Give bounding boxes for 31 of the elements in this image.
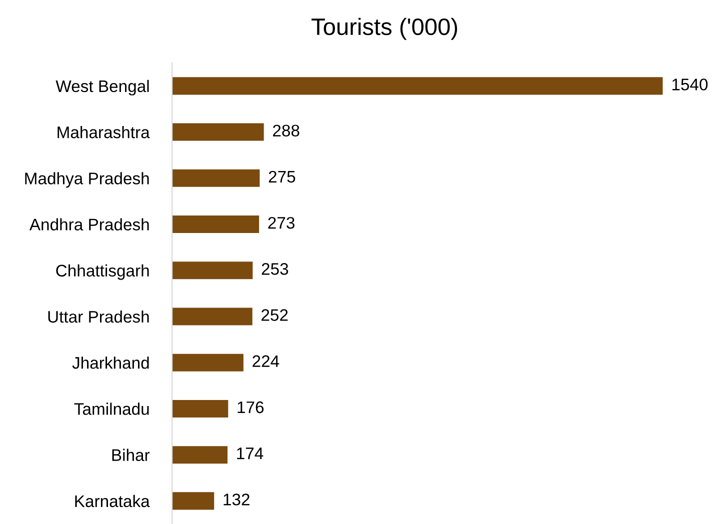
chart-title: Tourists ('000): [312, 18, 458, 40]
bar: [172, 262, 253, 280]
bar: [172, 216, 260, 234]
y-tick-label: Jharkhand: [72, 356, 149, 369]
data-label: 253: [262, 263, 288, 275]
data-label: 273: [268, 216, 294, 229]
y-tick-label: Uttar Pradesh: [48, 310, 149, 323]
bar: [172, 492, 214, 510]
bar: [172, 446, 228, 464]
y-tick-label: Andhra Pradesh: [29, 218, 149, 230]
y-tick-label: Tamilnadu: [74, 402, 149, 415]
data-label: 132: [224, 494, 250, 506]
y-tick-label: Madhya Pradesh: [25, 172, 149, 188]
data-label: 275: [268, 170, 296, 183]
y-tick-label: Bihar: [112, 448, 150, 462]
y-tick-label: West Bengal: [56, 80, 149, 96]
y-tick-label: Karnataka: [75, 494, 150, 508]
bar: [172, 400, 228, 418]
data-label: 1540: [672, 78, 708, 90]
bar: [172, 77, 663, 95]
bar: [172, 169, 260, 187]
y-tick-label: Chhattisgarh: [56, 264, 149, 280]
bar: [172, 308, 252, 326]
bar: [172, 123, 264, 141]
y-tick-label: Maharashtra: [58, 126, 150, 138]
data-label: 252: [262, 309, 288, 321]
data-label: 288: [273, 124, 300, 137]
data-label: 176: [238, 401, 264, 414]
data-label: 174: [237, 448, 264, 460]
bar: [172, 354, 244, 372]
data-label: 224: [252, 355, 280, 367]
